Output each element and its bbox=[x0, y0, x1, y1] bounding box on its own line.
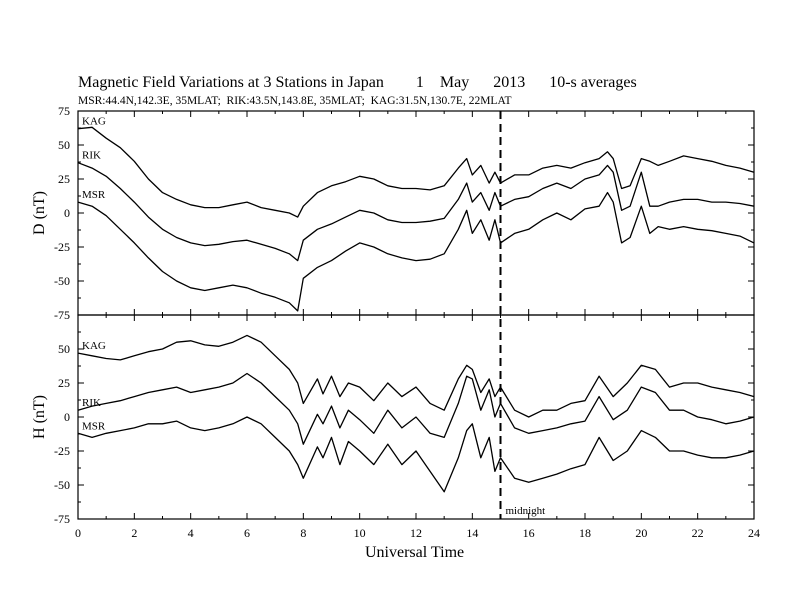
series-D-KAG bbox=[77, 126, 755, 218]
y-tick-label: 0 bbox=[64, 206, 70, 220]
y-axis-label-D: D (nT) bbox=[31, 191, 48, 235]
y-tick-label: -75 bbox=[54, 512, 70, 526]
series-D-RIK bbox=[77, 162, 755, 262]
x-axis-label: Universal Time bbox=[365, 544, 465, 561]
y-tick-label: 50 bbox=[58, 138, 70, 152]
x-tick-label: 0 bbox=[75, 526, 81, 540]
y-tick-label: 75 bbox=[58, 104, 70, 118]
series-H-MSR bbox=[77, 416, 755, 493]
y-tick-label: -50 bbox=[54, 478, 70, 492]
panel-D: 75 50 25 0 -25 -50 -75 D (nT) KAG RIK MSR bbox=[31, 104, 755, 322]
series-D-MSR bbox=[77, 191, 755, 312]
series-label-H-RIK: RIK bbox=[82, 397, 101, 409]
y-tick-label: -75 bbox=[54, 308, 70, 322]
x-tick-label: 6 bbox=[244, 526, 250, 540]
station-list-subtitle: MSR:44.4N,142.3E, 35MLAT; RIK:43.5N,143.… bbox=[78, 95, 512, 107]
y-tick-label: -25 bbox=[54, 444, 70, 458]
series-label-D-MSR: MSR bbox=[82, 189, 106, 201]
x-tick-label: 24 bbox=[748, 526, 760, 540]
y-axis-label-H: H (nT) bbox=[31, 395, 48, 439]
x-tick-label: 22 bbox=[692, 526, 704, 540]
series-label-D-RIK: RIK bbox=[82, 150, 101, 162]
series-label-H-KAG: KAG bbox=[82, 340, 106, 352]
x-tick-label: 8 bbox=[300, 526, 306, 540]
x-tick-label: 10 bbox=[354, 526, 366, 540]
chart-title: Magnetic Field Variations at 3 Stations … bbox=[78, 74, 637, 91]
x-tick-label: 18 bbox=[579, 526, 591, 540]
y-tick-label: -25 bbox=[54, 240, 70, 254]
y-tick-label: -50 bbox=[54, 274, 70, 288]
x-tick-label: 14 bbox=[466, 526, 478, 540]
midnight-label: midnight bbox=[506, 505, 546, 517]
series-label-H-MSR: MSR bbox=[82, 420, 106, 432]
x-tick-label: 2 bbox=[131, 526, 137, 540]
series-label-D-KAG: KAG bbox=[82, 116, 106, 128]
series-H-KAG bbox=[77, 334, 755, 418]
y-tick-label: 25 bbox=[58, 172, 70, 186]
x-tick-label: 16 bbox=[523, 526, 535, 540]
panel-D-frame bbox=[77, 110, 755, 316]
x-tick-label: 4 bbox=[188, 526, 194, 540]
y-tick-label: 0 bbox=[64, 410, 70, 424]
panel-H: 50 25 0 -25 -50 -75 H (nT) KAG RIK MSR bbox=[31, 314, 755, 526]
y-tick-label: 50 bbox=[58, 342, 70, 356]
series-H-RIK bbox=[77, 372, 755, 445]
y-tick-label: 25 bbox=[58, 376, 70, 390]
x-tick-label: 12 bbox=[410, 526, 422, 540]
x-tick-label: 20 bbox=[635, 526, 647, 540]
